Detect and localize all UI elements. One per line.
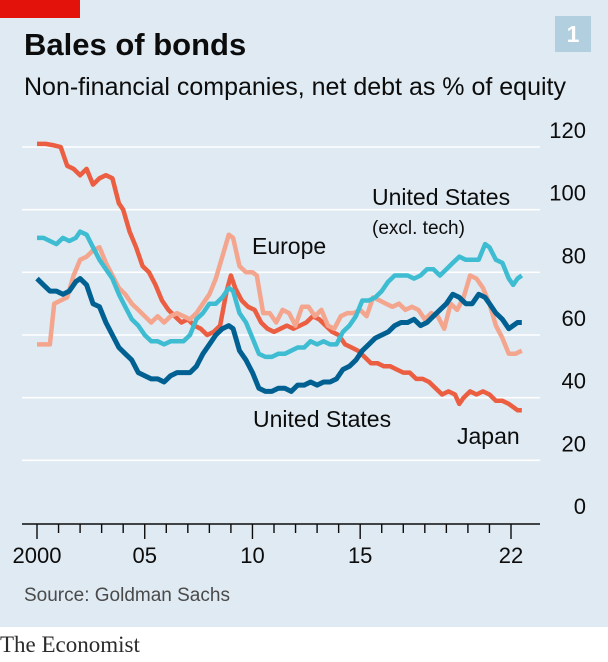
brand-red-tag — [0, 0, 80, 18]
publisher-wordmark: The Economist — [0, 632, 140, 657]
chart-number-badge: 1 — [555, 16, 591, 52]
x-tick-label-2000: 2000 — [13, 543, 62, 568]
series-line-united-states — [35, 276, 522, 394]
grid-lines — [22, 146, 540, 462]
y-tick-label-60: 60 — [562, 306, 586, 331]
series-line-united-states-excl-tech — [37, 229, 524, 360]
label-japan: Japan — [457, 423, 520, 449]
chart-subtitle: Non-financial companies, net debt as % o… — [24, 73, 566, 101]
source-note: Source: Goldman Sachs — [24, 585, 230, 606]
x-tick-label-10: 10 — [240, 543, 264, 568]
label-us-excl-tech-sub: (excl. tech) — [372, 218, 465, 239]
series-lines — [35, 141, 524, 413]
x-tick-label-15: 15 — [348, 543, 372, 568]
x-tick-label-05: 05 — [132, 543, 156, 568]
chart-title: Bales of bonds — [24, 27, 247, 62]
y-tick-label-80: 80 — [562, 243, 586, 268]
y-axis-tick-labels: 0 20 40 60 80 100 120 — [549, 118, 586, 519]
x-axis: 2000 05 10 15 22 — [13, 523, 540, 568]
y-tick-label-0: 0 — [574, 494, 586, 519]
label-europe: Europe — [252, 233, 326, 259]
line-chart: 0 20 40 60 80 100 120 2000 05 10 15 22 United Stat… — [13, 118, 586, 568]
y-tick-label-20: 20 — [562, 431, 586, 456]
x-tick-label-22: 22 — [499, 543, 523, 568]
label-united-states: United States — [253, 406, 391, 432]
chart-panel: Bales of bonds Non-financial companies, … — [0, 0, 608, 627]
y-tick-label-40: 40 — [562, 369, 586, 394]
y-tick-label-120: 120 — [549, 118, 586, 143]
label-us-excl-tech: United States — [372, 184, 510, 210]
series-annotations: United States (excl. tech) Europe United… — [252, 184, 520, 449]
y-tick-label-100: 100 — [549, 181, 586, 206]
series-line-japan — [37, 141, 522, 413]
